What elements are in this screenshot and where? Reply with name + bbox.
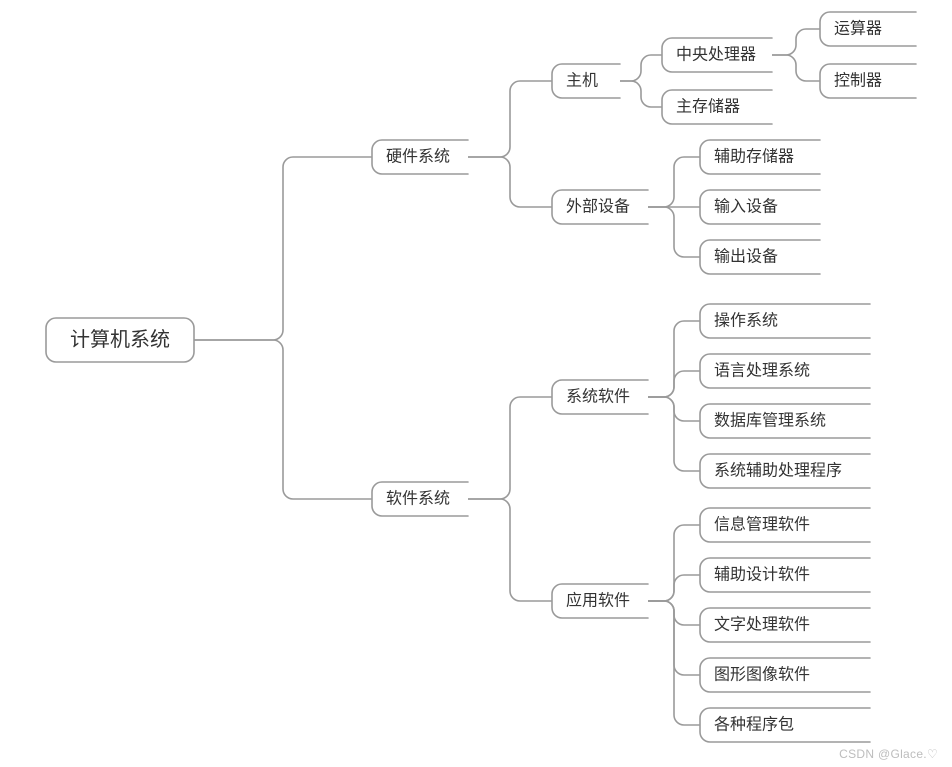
node-cpu: 中央处理器 (662, 38, 772, 72)
node-label-hw: 硬件系统 (386, 148, 450, 166)
node-zcc: 主存储器 (662, 90, 772, 124)
node-label-scsb: 输出设备 (714, 248, 778, 266)
node-xtrj: 系统软件 (552, 380, 648, 414)
node-label-ysq: 运算器 (834, 19, 882, 38)
computer-system-tree-diagram: 计算机系统 硬件系统软件系统 主机外部设备 中央处理器主存储器 运算器控制器辅助存储器输… (0, 0, 952, 767)
node-label-xtrj: 系统软件 (566, 388, 630, 406)
node-yycl: 语言处理系统 (700, 354, 870, 388)
node-label-zcc: 主存储器 (676, 98, 740, 116)
node-label-sw: 软件系统 (386, 490, 450, 508)
node-ysq: 运算器 (820, 12, 916, 46)
edge-sw-yyrj (468, 499, 552, 601)
node-label-kzq: 控制器 (834, 72, 882, 90)
edge-zj-zcc (620, 81, 662, 107)
node-srsb: 输入设备 (700, 190, 820, 224)
node-wzcl: 文字处理软件 (700, 608, 870, 642)
node-xxgl: 信息管理软件 (700, 508, 870, 542)
node-label-srsb: 输入设备 (714, 198, 778, 216)
node-sjk: 数据库管理系统 (700, 404, 870, 438)
node-label-yycl: 语言处理系统 (714, 362, 810, 380)
nodes: 计算机系统 硬件系统软件系统 主机外部设备 中央处理器主存储器 运算器控制器辅助存储器输… (46, 12, 916, 742)
node-fzsj: 辅助设计软件 (700, 558, 870, 592)
node-xtfz: 系统辅助处理程序 (700, 454, 870, 488)
node-hw: 硬件系统 (372, 140, 468, 174)
edge-hw-zj (468, 81, 552, 157)
node-label-wzcl: 文字处理软件 (714, 616, 810, 634)
node-label-czxt: 操作系统 (714, 312, 778, 330)
node-yyrj: 应用软件 (552, 584, 648, 618)
node-label-txtx: 图形图像软件 (714, 666, 810, 684)
node-kzq: 控制器 (820, 64, 916, 98)
node-scsb: 输出设备 (700, 240, 820, 274)
node-label-gzcb: 各种程序包 (714, 716, 794, 734)
node-fzcc: 辅助存储器 (700, 140, 820, 174)
watermark-text: CSDN @Glace.♡ (839, 747, 938, 761)
node-label-xtfz: 系统辅助处理程序 (714, 462, 842, 480)
edge-zj-cpu (620, 55, 662, 81)
node-gzcb: 各种程序包 (700, 708, 870, 742)
edge-root-sw (194, 340, 372, 499)
edge-sw-xtrj (468, 397, 552, 499)
edge-wb-scsb (648, 207, 700, 257)
node-label-fzsj: 辅助设计软件 (714, 566, 810, 584)
node-label-wb: 外部设备 (566, 198, 630, 216)
edge-cpu-kzq (772, 55, 820, 81)
node-txtx: 图形图像软件 (700, 658, 870, 692)
edge-wb-fzcc (648, 157, 700, 207)
node-label-sjk: 数据库管理系统 (714, 412, 826, 430)
node-root: 计算机系统 (46, 318, 194, 362)
node-label-xxgl: 信息管理软件 (714, 516, 810, 534)
node-wb: 外部设备 (552, 190, 648, 224)
edge-hw-wb (468, 157, 552, 207)
node-label-yyrj: 应用软件 (566, 591, 630, 610)
node-label-fzcc: 辅助存储器 (714, 148, 794, 166)
edge-cpu-ysq (772, 29, 820, 55)
node-label-cpu: 中央处理器 (676, 46, 756, 64)
node-czxt: 操作系统 (700, 304, 870, 338)
node-zj: 主机 (552, 64, 620, 98)
node-label-zj: 主机 (566, 72, 598, 90)
edge-root-hw (194, 157, 372, 340)
edge-yyrj-gzcb (648, 601, 700, 725)
edge-xtrj-xtfz (648, 397, 700, 471)
node-label-root: 计算机系统 (70, 328, 170, 351)
node-sw: 软件系统 (372, 482, 468, 516)
